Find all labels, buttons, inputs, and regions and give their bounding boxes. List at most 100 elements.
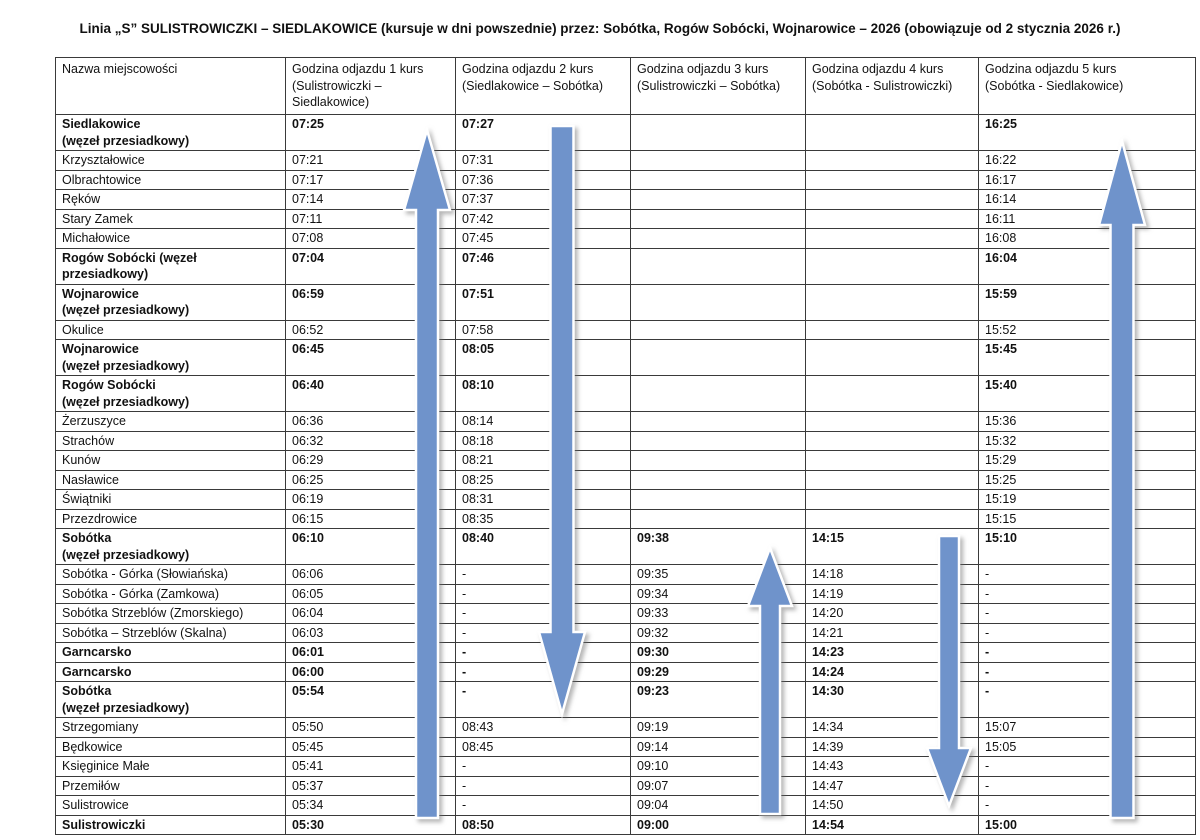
departure-time-cell: 08:40 [455, 528, 631, 565]
table-row: Sulistrowice 05:34-09:04 14:50- [55, 795, 1196, 816]
departure-time-cell: 16:04 [978, 247, 1196, 285]
departure-time-cell: - [978, 795, 1196, 816]
stop-name-cell: Sulistrowiczki [55, 814, 286, 835]
departure-time-cell: 15:40 [978, 375, 1196, 412]
departure-time-cell: 07:31 [455, 150, 631, 171]
departure-time-cell [630, 375, 806, 412]
departure-time-cell: 16:14 [978, 189, 1196, 210]
stop-name-cell: Przezdrowice [55, 508, 286, 529]
table-row: Sobótka (węzeł przesiadkowy) 06:10 08:40 09:… [55, 528, 1196, 565]
table-row: Księginice Małe 05:41-09:10 14:43- [55, 756, 1196, 777]
departure-time-cell: 06:36 [285, 411, 456, 432]
departure-time-cell [805, 430, 979, 451]
stop-name-cell: Strzegomiany [55, 717, 286, 738]
table-row: Sobótka – Strzeblów (Skalna) 06:03-09:32 1… [55, 622, 1196, 643]
departure-time-cell [805, 375, 979, 412]
stop-name-cell: Wojnarowice (węzeł przesiadkowy) [55, 283, 286, 321]
departure-time-cell: 06:40 [285, 375, 456, 412]
departure-time-cell: 08:18 [455, 430, 631, 451]
departure-time-cell: 14:15 [805, 528, 979, 565]
departure-time-cell: 08:43 [455, 717, 631, 738]
table-header: Nazwa miejscowości Godzina odjazdu 1 kurs… [55, 57, 1196, 115]
departure-time-cell [630, 208, 806, 229]
stop-name-cell: Strachów [55, 430, 286, 451]
stop-name-cell: Żerzuszyce [55, 411, 286, 432]
departure-time-cell: 05:45 [285, 736, 456, 757]
departure-time-cell: 08:25 [455, 469, 631, 490]
stop-name-cell: Siedlakowice (węzeł przesiadkowy) [55, 114, 286, 151]
table-row: Olbrachtowice 07:17 07:36 16:17 [55, 169, 1196, 190]
stop-name-cell: Przemiłów [55, 775, 286, 796]
stop-name: Strzegomiany [62, 720, 139, 734]
stop-name-cell: Księginice Małe [55, 756, 286, 777]
departure-time-cell [805, 489, 979, 510]
departure-time-cell [630, 430, 806, 451]
stop-name-cell: Sobótka Strzeblów (Zmorskiego) [55, 603, 286, 624]
departure-time-cell: 08:50 [455, 814, 631, 835]
departure-time-cell: 15:52 [978, 319, 1196, 340]
departure-time-cell [630, 319, 806, 340]
column-header-line2: (Siedlakowice – Sobótka) [462, 78, 604, 93]
table-row: Wojnarowice (węzeł przesiadkowy) 06:45 08:0… [55, 339, 1196, 376]
column-header-line1: Godzina odjazdu 2 kurs [462, 62, 594, 76]
departure-time-cell: 08:05 [455, 339, 631, 376]
column-header-line1: Godzina odjazdu 3 kurs [637, 62, 769, 76]
table-row: Strachów 06:32 08:18 15:32 [55, 430, 1196, 451]
departure-time-cell: - [455, 795, 631, 816]
table-row: Przemiłów 05:37-09:07 14:47- [55, 775, 1196, 796]
departure-time-cell: 15:00 [978, 814, 1196, 835]
stop-name: Sulistrowiczki [62, 817, 146, 832]
stop-name-line2: (węzeł przesiadkowy) [62, 303, 190, 317]
departure-time-cell: 09:30 [630, 642, 806, 663]
departure-time-cell: 06:15 [285, 508, 456, 529]
departure-time-cell: 16:22 [978, 150, 1196, 171]
table-row: Sobótka (węzeł przesiadkowy) 05:54-09:23 14… [55, 681, 1196, 718]
stop-name: Żerzuszyce [62, 414, 126, 428]
table-row: Siedlakowice (węzeł przesiadkowy) 07:25 07:… [55, 114, 1196, 151]
departure-time-cell: 06:01 [285, 642, 456, 663]
stop-name-cell: Garncarsko [55, 642, 286, 663]
departure-time-cell: 06:45 [285, 339, 456, 376]
stop-name-cell: Kunów [55, 450, 286, 471]
departure-time-cell: 14:54 [805, 814, 979, 835]
departure-time-cell: - [978, 603, 1196, 624]
departure-time-cell: 09:04 [630, 795, 806, 816]
departure-time-cell: - [978, 622, 1196, 643]
departure-time-cell: 14:18 [805, 564, 979, 585]
departure-time-cell: 06:25 [285, 469, 456, 490]
table-row: Żerzuszyce 06:36 08:14 15:36 [55, 411, 1196, 432]
table-row: Rogów Sobócki (węzeł przesiadkowy) 07:04 07… [55, 247, 1196, 285]
stop-name-line2: (węzeł przesiadkowy) [62, 133, 190, 148]
departure-time-cell [805, 114, 979, 151]
departure-time-cell: - [455, 661, 631, 682]
stop-name-cell: Będkowice [55, 736, 286, 757]
departure-time-cell: 14:23 [805, 642, 979, 663]
stop-name-cell: Krzyształowice [55, 150, 286, 171]
column-header-4: Godzina odjazdu 4 kurs (Sobótka - Sulistr… [805, 57, 979, 115]
stop-name: Kunów [62, 453, 101, 467]
departure-time-cell: 07:17 [285, 169, 456, 190]
table-row: Stary Zamek 07:11 07:42 16:11 [55, 208, 1196, 229]
departure-time-cell: 09:10 [630, 756, 806, 777]
departure-time-cell: 16:25 [978, 114, 1196, 151]
stop-name: Krzyształowice [62, 153, 145, 167]
stop-name: Sulistrowice [62, 798, 129, 812]
header-row: Nazwa miejscowości Godzina odjazdu 1 kurs… [55, 57, 1196, 115]
departure-time-cell: 14:21 [805, 622, 979, 643]
departure-time-cell: - [455, 681, 631, 718]
departure-time-cell: - [978, 756, 1196, 777]
stop-name-cell: Sobótka – Strzeblów (Skalna) [55, 622, 286, 643]
departure-time-cell: 08:35 [455, 508, 631, 529]
departure-time-cell: 09:19 [630, 717, 806, 738]
departure-time-cell: - [455, 603, 631, 624]
departure-time-cell: 05:41 [285, 756, 456, 777]
departure-time-cell: 09:38 [630, 528, 806, 565]
departure-time-cell: - [455, 622, 631, 643]
page-title: Linia „S” SULISTROWICZKI – SIEDLAKOWICE … [79, 21, 1121, 36]
stop-name: Będkowice [62, 739, 123, 754]
departure-time-cell [805, 469, 979, 490]
departure-time-cell: 05:34 [285, 795, 456, 816]
departure-time-cell: 07:25 [285, 114, 456, 151]
stop-name: Świątniki [62, 492, 112, 506]
